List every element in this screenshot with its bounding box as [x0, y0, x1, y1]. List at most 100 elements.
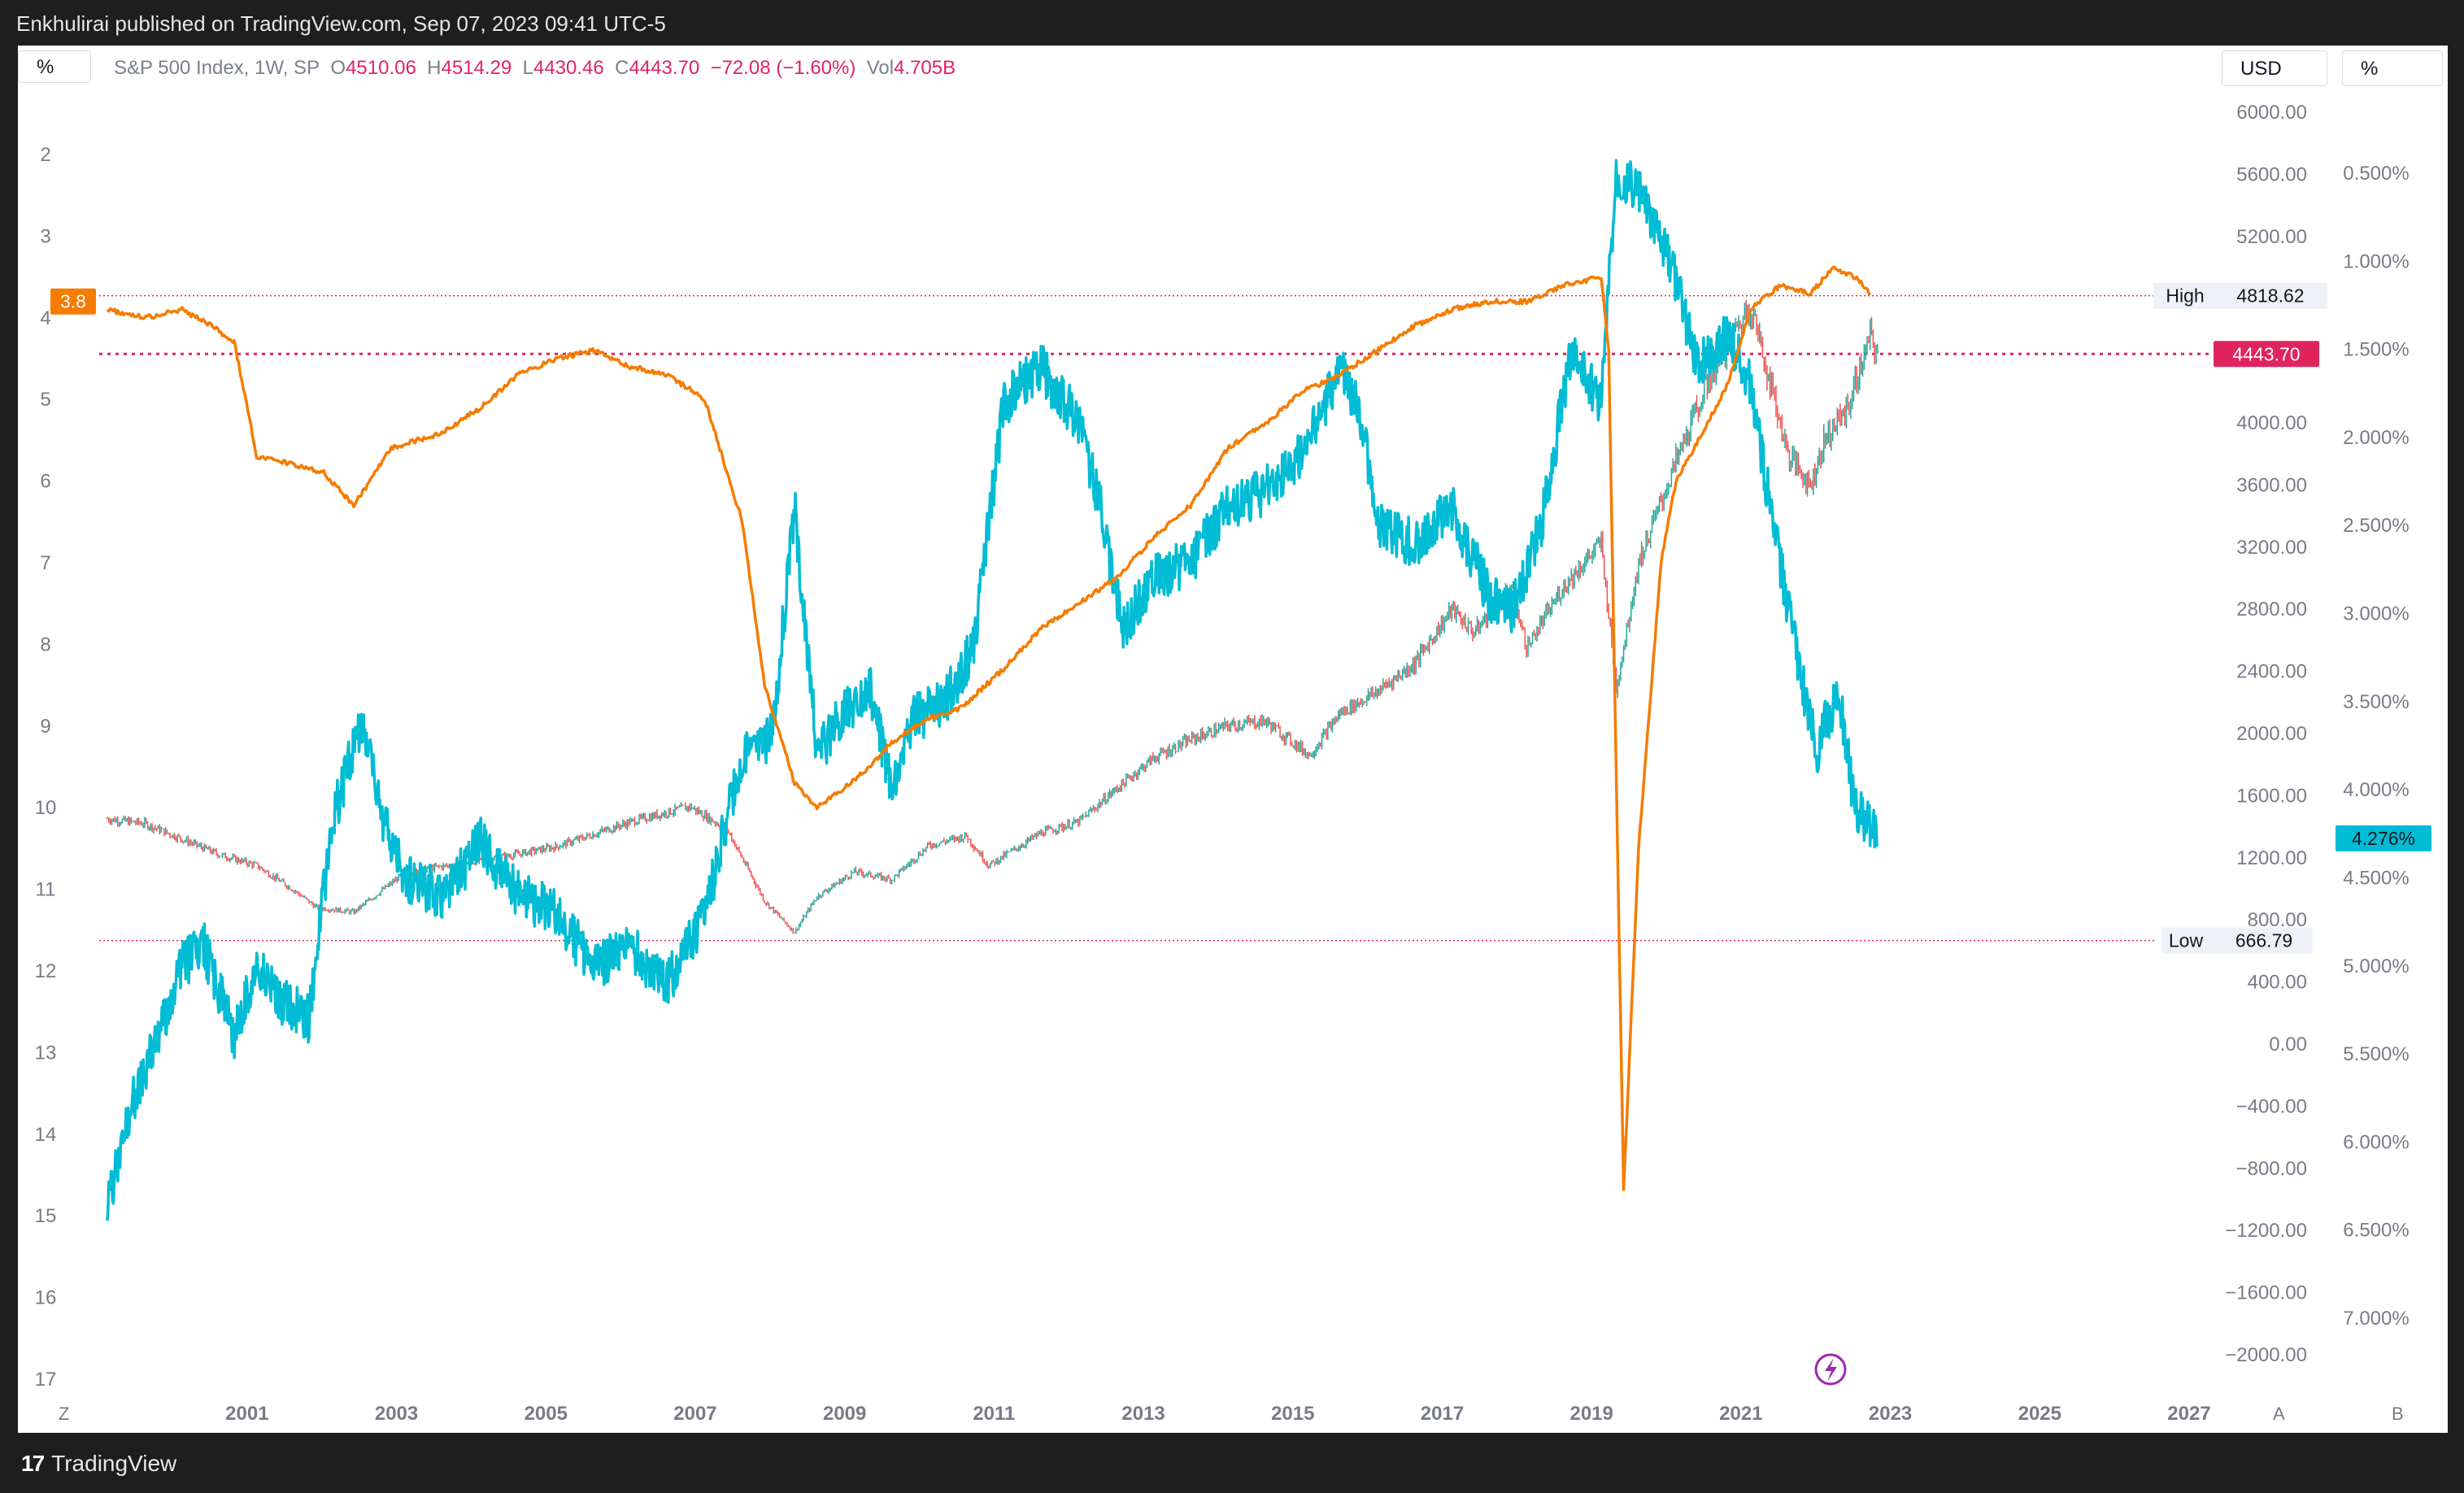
high-value: 4818.62 [2236, 285, 2304, 307]
left-axis-tick: 12 [35, 960, 57, 982]
pct-axis-tick: 3.000% [2343, 603, 2409, 625]
legend-h-value: 4514.29 [441, 57, 512, 79]
last-price-label-box [2214, 341, 2319, 368]
usd-axis-tick: −1600.00 [2225, 1282, 2307, 1304]
x-axis-tick: 2009 [823, 1403, 866, 1425]
x-axis-tick: 2013 [1121, 1403, 1165, 1425]
orange-series [106, 265, 1872, 1191]
orange-last-label: 3.8 [60, 291, 86, 312]
left-axis-tick: 16 [35, 1287, 57, 1309]
legend-o-value: 4510.06 [346, 57, 416, 79]
left-axis-tick: 6 [40, 471, 50, 493]
legend-l-label: L [522, 57, 533, 79]
z-axis-button[interactable]: Z [59, 1404, 69, 1424]
chart-panel[interactable]: % S&P 500 Index, 1W, SP O4510.06 H4514.2… [18, 46, 2448, 1433]
pct-axis-tick: 2.000% [2343, 427, 2409, 449]
legend-h-label: H [427, 57, 442, 79]
x-axis-tick: 2019 [1569, 1403, 1613, 1425]
high-label: High [2166, 285, 2204, 307]
pct-axis-tick: 6.000% [2343, 1131, 2409, 1153]
usd-axis-tick: 2800.00 [2236, 599, 2307, 620]
usd-axis-tick: 2000.00 [2236, 723, 2307, 745]
tradingview-logo-icon: 17 [21, 1451, 45, 1476]
usd-axis-tick: 3200.00 [2236, 537, 2307, 559]
legend-vol-value: 4.705B [894, 57, 956, 79]
legend-vol-label: Vol [866, 57, 895, 79]
x-axis-tick: 2015 [1271, 1403, 1314, 1425]
currency-button[interactable]: USD [2222, 50, 2327, 86]
cyan-series [106, 159, 1879, 1221]
pct-axis-tick: 5.000% [2343, 955, 2409, 977]
pct-axis-tick: 4.500% [2343, 867, 2409, 889]
x-axis-tick: 2027 [2167, 1403, 2210, 1425]
left-axis-tick: 11 [36, 879, 56, 901]
left-axis-tick: 10 [35, 797, 57, 819]
chart-plot[interactable]: 2 3 4 5 6 7 8 9 10 11 12 13 14 15 16 17 6000.00 5600.00 5… [18, 46, 2448, 1433]
x-axis-tick: 2021 [1719, 1403, 1762, 1425]
usd-axis-tick: 5600.00 [2236, 163, 2307, 185]
usd-axis-tick: −400.00 [2236, 1095, 2307, 1117]
legend-l-value: 4430.46 [533, 57, 604, 79]
cyan-last-label: 4.276% [2352, 828, 2415, 849]
left-axis-tick: 8 [40, 633, 50, 655]
usd-axis-tick: 1600.00 [2236, 785, 2307, 807]
usd-axis-tick: 400.00 [2248, 972, 2307, 994]
x-axis-tick: 2003 [375, 1403, 418, 1425]
auto-scale-button[interactable]: A [2273, 1404, 2285, 1424]
x-axis-tick: 2011 [973, 1403, 1015, 1425]
x-axis: 2001 2003 2005 2007 2009 2011 2013 2015 2017 2019… [225, 1403, 2211, 1425]
lightning-icon[interactable] [1814, 1353, 1847, 1386]
pct-axis-tick: 0.500% [2343, 163, 2409, 185]
legend-symbol: S&P 500 Index, 1W, SP [114, 57, 320, 79]
pct-axis-tick: 1.000% [2343, 250, 2409, 272]
spx-candles [107, 299, 1878, 934]
usd-axis-tick: 2400.00 [2236, 661, 2307, 683]
left-axis-tick: 13 [35, 1042, 57, 1064]
usd-axis-tick: −1200.00 [2225, 1220, 2307, 1242]
brand[interactable]: 17 TradingView [21, 1451, 176, 1477]
z-axis-label[interactable]: Z [59, 1404, 69, 1424]
legend-c-label: C [615, 57, 629, 79]
left-axis-tick: 15 [35, 1205, 57, 1227]
usd-axis-tick: 6000.00 [2236, 102, 2307, 124]
left-axis-tick: 17 [35, 1369, 57, 1391]
left-scale-button[interactable]: % [18, 50, 91, 83]
footer-bar: 17 TradingView [0, 1433, 2464, 1493]
last-price-label: 4443.70 [2232, 343, 2300, 364]
publish-header: Enkhulirai published on TradingView.com,… [0, 0, 2464, 46]
x-axis-tick: 2001 [225, 1403, 268, 1425]
left-axis-tick: 14 [35, 1124, 57, 1146]
low-label-box [2161, 927, 2313, 954]
scale-b-label[interactable]: B [2392, 1404, 2404, 1424]
x-axis-tick: 2023 [1869, 1403, 1912, 1425]
left-axis-tick: 7 [40, 552, 50, 574]
scale-b-button[interactable]: B [2392, 1404, 2404, 1424]
symbol-legend: S&P 500 Index, 1W, SP O4510.06 H4514.29 … [114, 57, 956, 80]
publish-info: Enkhulirai published on TradingView.com,… [16, 11, 666, 36]
low-label: Low [2169, 930, 2204, 951]
orange-last-label-box [50, 288, 96, 315]
cyan-last-label-box [2336, 825, 2431, 851]
pct-axis-tick: 2.500% [2343, 515, 2409, 537]
pct-axis-tick: 5.500% [2343, 1043, 2409, 1065]
usd-axis-tick: 4000.00 [2236, 412, 2307, 434]
price-labels: High 4818.62 Low 666.79 4443.70 3.8 4.276% [50, 282, 2431, 954]
right-scale-button[interactable]: % [2342, 50, 2443, 86]
orange-line [106, 265, 1872, 1191]
brand-name: TradingView [51, 1451, 177, 1476]
legend-c-value: 4443.70 [629, 57, 700, 79]
usd-axis-tick: −2000.00 [2225, 1344, 2307, 1366]
usd-axis-tick: 3600.00 [2236, 474, 2307, 496]
pct-axis-tick: 1.500% [2343, 339, 2409, 361]
pct-axis-tick: 7.000% [2343, 1308, 2409, 1330]
legend-o-label: O [330, 57, 346, 79]
left-axis-tick: 3 [40, 225, 50, 247]
x-axis-tick: 2005 [525, 1403, 568, 1425]
x-axis-tick: 2007 [673, 1403, 716, 1425]
auto-scale-label[interactable]: A [2273, 1404, 2285, 1424]
usd-axis-tick: 1200.00 [2236, 847, 2307, 869]
usd-axis-tick: −800.00 [2236, 1158, 2307, 1180]
pct-axis-tick: 3.500% [2343, 691, 2409, 713]
usd-axis-tick: 0.00 [2269, 1034, 2307, 1056]
reference-lines [99, 294, 2214, 942]
